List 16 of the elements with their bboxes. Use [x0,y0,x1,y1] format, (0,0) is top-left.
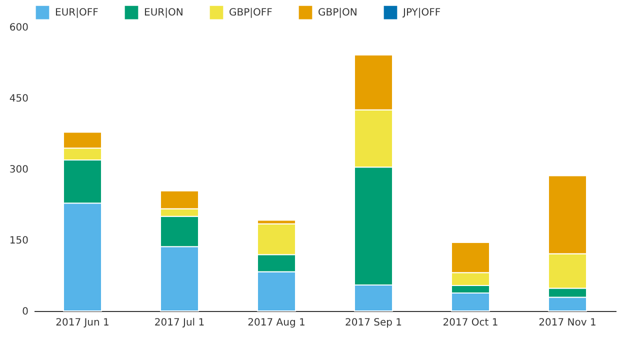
legend-label: JPY|OFF [402,8,441,19]
y-tick-label: 600 [9,22,28,34]
x-tick-label: 2017 Oct 1 [442,318,498,328]
x-tick-label: 2017 Sep 1 [344,318,402,328]
x-tick-label: 2017 Jun 1 [56,318,110,328]
legend-label: GBP|OFF [229,8,273,19]
y-tick-label: 150 [9,236,28,246]
y-tick-label: 0 [22,306,28,318]
y-tick-label: 300 [9,164,28,176]
x-tick-label: 2017 Nov 1 [538,318,596,328]
legend-label: GBP|ON [318,8,358,19]
x-tick-label: 2017 Aug 1 [248,318,306,328]
legend-label: EUR|OFF [55,8,99,19]
y-tick-label: 450 [9,94,28,104]
x-tick-label: 2017 Jul 1 [154,318,205,328]
legend-label: EUR|ON [144,8,184,19]
